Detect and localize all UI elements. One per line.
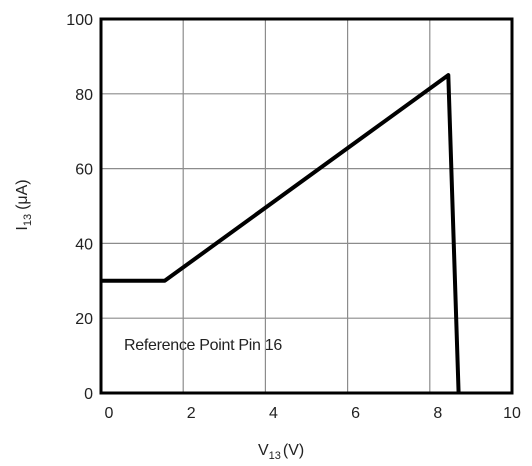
y-axis-label-subscript: 13 (22, 214, 34, 226)
x-axis-label-main: V (258, 442, 269, 459)
x-tick-label: 2 (187, 405, 196, 422)
x-tick-label: 8 (433, 405, 442, 422)
y-tick-label: 60 (75, 162, 93, 179)
y-axis-label-main: I (14, 226, 31, 230)
y-axis-label: I13 (μA) (14, 179, 34, 230)
x-axis-label-unit: (V) (283, 442, 304, 459)
x-tick-label: 6 (351, 405, 360, 422)
y-tick-label: 80 (75, 87, 93, 104)
x-axis-label: V13 (V) (258, 442, 304, 462)
grid (101, 19, 512, 393)
y-tick-label: 0 (84, 386, 93, 403)
y-tick-label: 100 (66, 12, 93, 29)
x-tick-label: 0 (105, 405, 114, 422)
x-axis-label-subscript: 13 (269, 450, 281, 462)
y-tick-label: 20 (75, 311, 93, 328)
series-line (101, 73, 461, 394)
x-tick-label: 4 (269, 405, 278, 422)
x-tick-label: 10 (503, 405, 521, 422)
plot-frame (99, 17, 514, 395)
annotation-text: Reference Point Pin 16 (124, 337, 282, 354)
y-axis-label-unit: (μA) (14, 179, 31, 210)
y-tick-label: 40 (75, 236, 93, 253)
series (101, 73, 461, 394)
